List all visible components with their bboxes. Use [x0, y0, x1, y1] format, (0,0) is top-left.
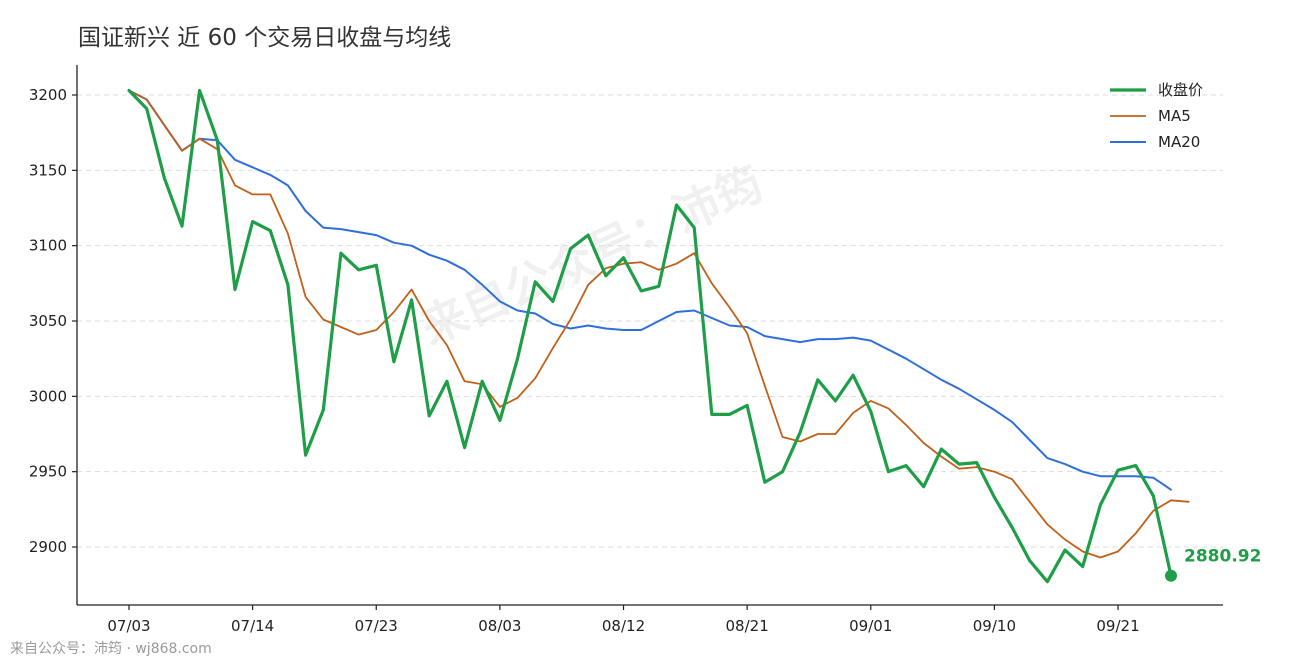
footer-text: 来自公众号：沛筠 · wj868.com	[10, 640, 212, 657]
legend-label: 收盘价	[1158, 81, 1203, 99]
x-tick-label: 08/12	[602, 617, 645, 635]
series-line-close	[127, 88, 1173, 584]
x-tick-label: 07/14	[231, 617, 274, 635]
last-point-group: 2880.92	[1165, 547, 1261, 582]
series-line-ma5	[128, 89, 1190, 559]
x-tick-label: 09/10	[973, 617, 1016, 635]
y-tick-label: 3200	[29, 86, 67, 104]
y-tick-label: 3100	[29, 237, 67, 255]
legend-label: MA20	[1158, 133, 1200, 151]
last-value-label: 2880.92	[1184, 547, 1261, 567]
x-tick-label: 09/21	[1096, 617, 1139, 635]
x-tick-label: 07/03	[107, 617, 150, 635]
x-tick-label: 07/23	[355, 617, 398, 635]
x-tick-label: 08/21	[726, 617, 769, 635]
y-tick-label: 3000	[29, 387, 67, 405]
chart-title: 国证新兴 近 60 个交易日收盘与均线	[78, 25, 451, 51]
legend-label: MA5	[1158, 107, 1191, 125]
y-tick-label: 2950	[29, 463, 67, 481]
last-point-marker	[1165, 569, 1177, 582]
x-tick-label: 08/03	[478, 617, 521, 635]
y-tick-label: 3050	[29, 312, 67, 330]
y-ticks: 2900 2950 3000 3050 3100 3150 3200	[29, 86, 77, 556]
legend: 收盘价 MA5 MA20	[1110, 81, 1203, 151]
series-line-ma20	[128, 89, 1172, 491]
x-ticks: 07/03 07/14 07/23 08/03 08/12 08/21 09/01 09/10…	[107, 605, 1140, 635]
series-group	[127, 88, 1190, 584]
y-tick-label: 2900	[29, 538, 67, 556]
y-tick-label: 3150	[29, 161, 67, 179]
x-tick-label: 09/01	[849, 617, 892, 635]
axes	[76, 65, 1223, 606]
grid	[77, 94, 1223, 548]
